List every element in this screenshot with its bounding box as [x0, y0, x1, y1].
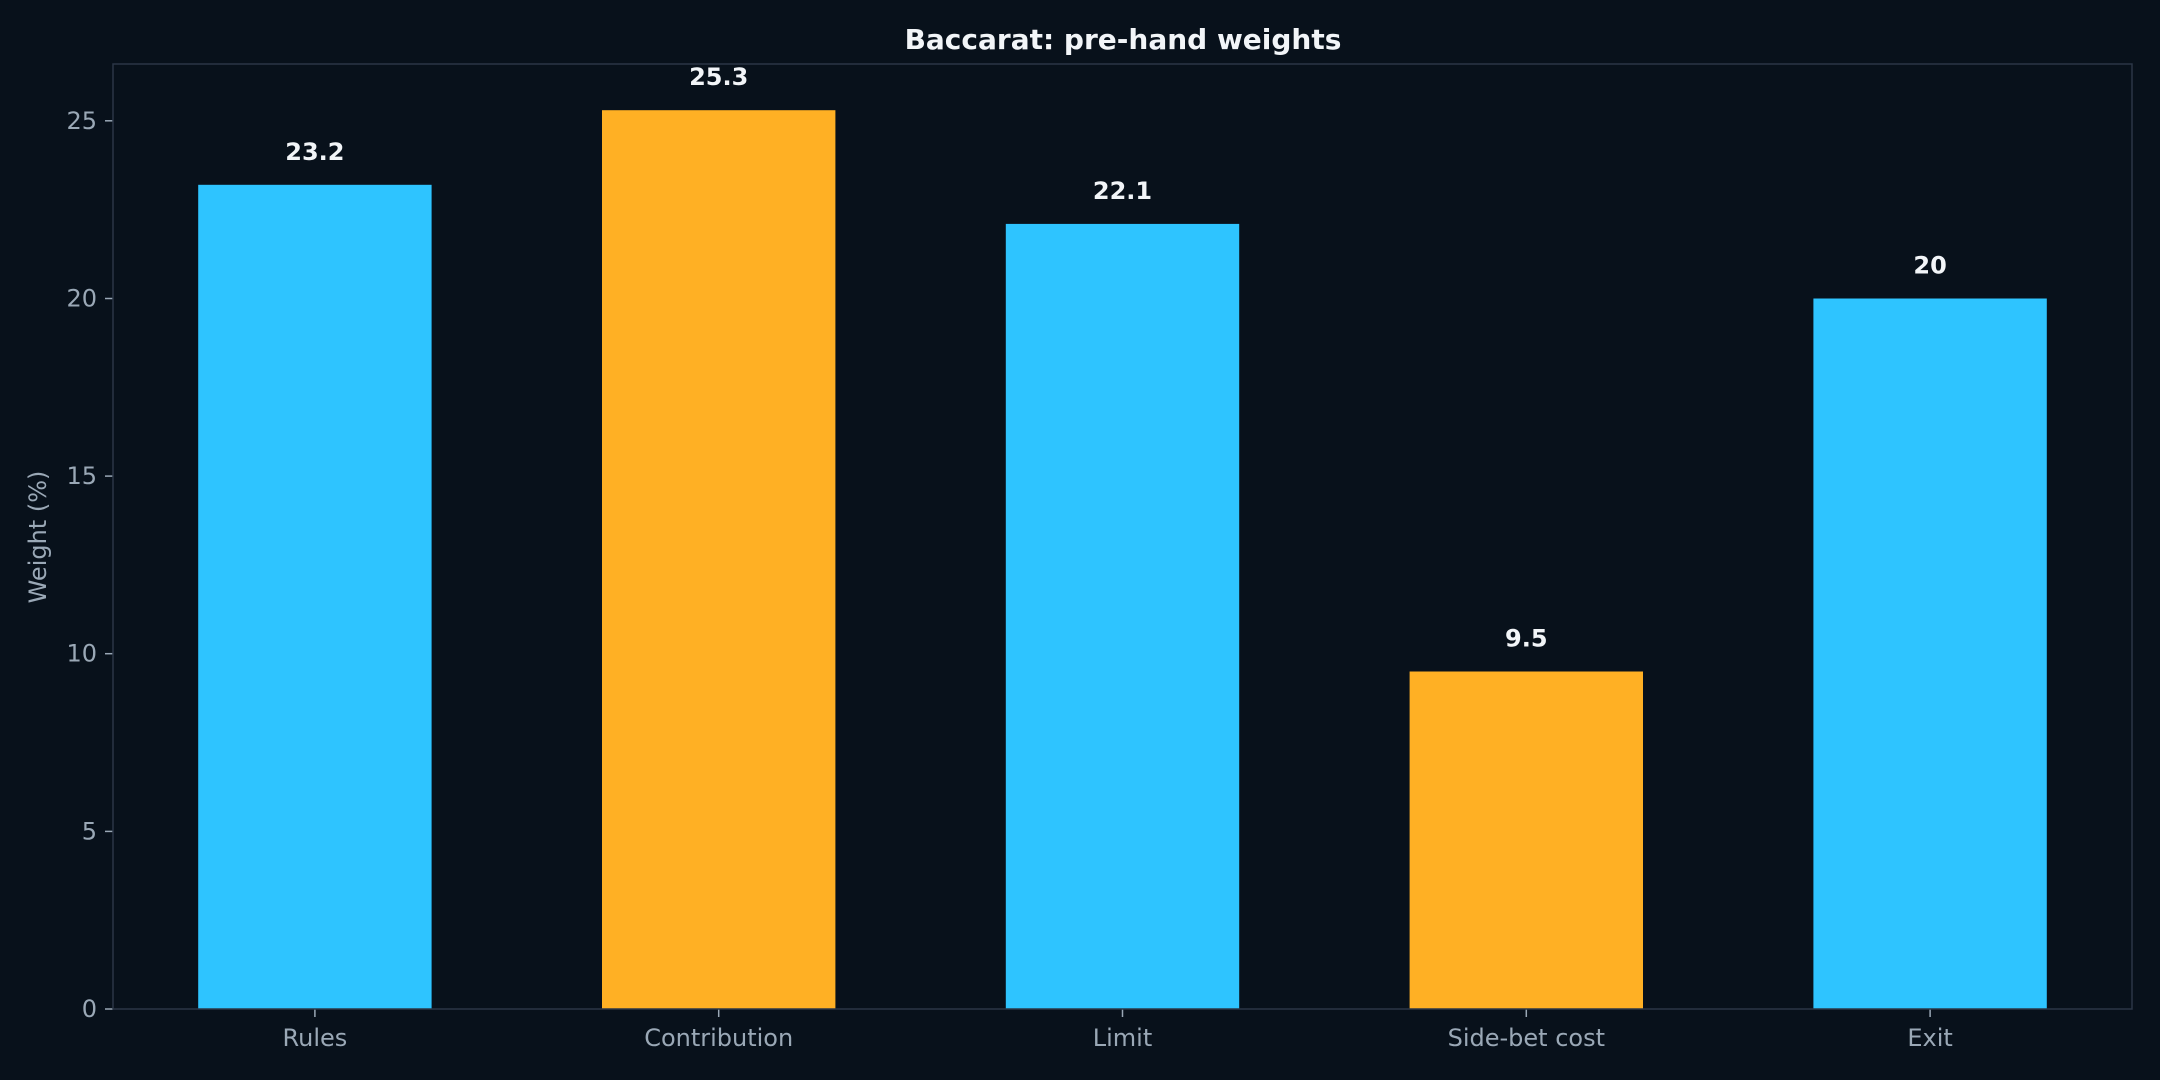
x-tick-label: Limit [1093, 1024, 1153, 1052]
bar [602, 110, 836, 1009]
x-tick-label: Exit [1907, 1024, 1952, 1052]
y-axis-label: Weight (%) [24, 471, 52, 604]
bar [1005, 223, 1240, 1009]
y-tick-label: 25 [66, 107, 97, 135]
data-label: 23.2 [285, 138, 344, 166]
bar [198, 184, 432, 1010]
x-tick-label: Contribution [644, 1024, 793, 1052]
plot-area: 23.2 Rules 25.3 Contribution 22.1 Limit 9.5 Sid… [66, 63, 2133, 1052]
y-tick-label: 15 [66, 462, 97, 490]
x-tick-label: Rules [283, 1024, 348, 1052]
data-label: 20 [1913, 252, 1946, 280]
data-label: 9.5 [1505, 625, 1548, 653]
plot-frame [112, 63, 2133, 1010]
y-tick-label: 10 [66, 640, 97, 668]
y-tick-label: 5 [82, 817, 97, 845]
data-label: 25.3 [689, 63, 748, 91]
y-tick-label: 0 [82, 995, 97, 1023]
y-tick-label: 20 [66, 285, 97, 313]
data-label: 22.1 [1093, 177, 1152, 205]
chart-title: Baccarat: pre-hand weights [905, 23, 1342, 56]
bar [1409, 671, 1643, 1009]
bar [1813, 298, 2047, 1009]
x-tick-label: Side-bet cost [1448, 1024, 1605, 1052]
